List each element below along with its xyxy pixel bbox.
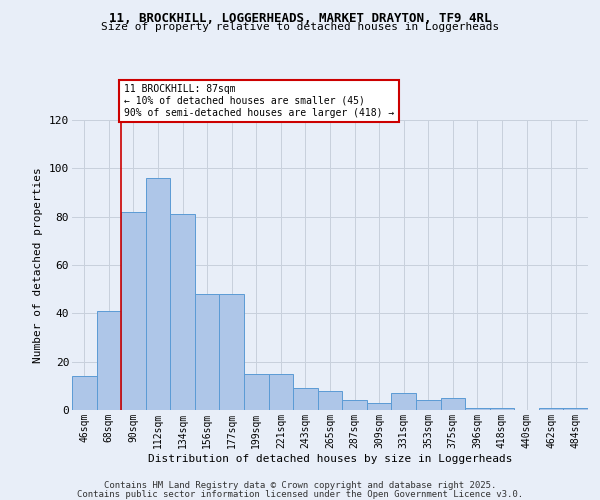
Bar xyxy=(539,408,563,410)
Bar xyxy=(170,214,195,410)
Bar xyxy=(293,388,318,410)
Bar xyxy=(342,400,367,410)
Bar xyxy=(440,398,465,410)
X-axis label: Distribution of detached houses by size in Loggerheads: Distribution of detached houses by size … xyxy=(148,454,512,464)
Bar xyxy=(563,408,588,410)
Text: 11, BROCKHILL, LOGGERHEADS, MARKET DRAYTON, TF9 4RL: 11, BROCKHILL, LOGGERHEADS, MARKET DRAYT… xyxy=(109,12,491,26)
Text: Contains HM Land Registry data © Crown copyright and database right 2025.: Contains HM Land Registry data © Crown c… xyxy=(104,481,496,490)
Bar xyxy=(490,408,514,410)
Y-axis label: Number of detached properties: Number of detached properties xyxy=(34,167,43,363)
Bar xyxy=(121,212,146,410)
Bar xyxy=(244,374,269,410)
Text: 11 BROCKHILL: 87sqm
← 10% of detached houses are smaller (45)
90% of semi-detach: 11 BROCKHILL: 87sqm ← 10% of detached ho… xyxy=(124,84,394,117)
Bar xyxy=(465,408,490,410)
Bar xyxy=(391,393,416,410)
Bar xyxy=(416,400,440,410)
Bar xyxy=(269,374,293,410)
Text: Size of property relative to detached houses in Loggerheads: Size of property relative to detached ho… xyxy=(101,22,499,32)
Bar xyxy=(318,390,342,410)
Bar xyxy=(220,294,244,410)
Text: Contains public sector information licensed under the Open Government Licence v3: Contains public sector information licen… xyxy=(77,490,523,499)
Bar xyxy=(97,311,121,410)
Bar xyxy=(367,403,391,410)
Bar xyxy=(72,376,97,410)
Bar xyxy=(146,178,170,410)
Bar xyxy=(195,294,220,410)
